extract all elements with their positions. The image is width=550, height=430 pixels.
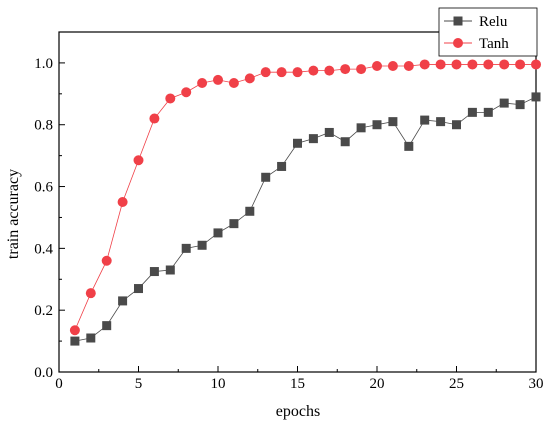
data-point-tanh	[403, 61, 414, 71]
data-point-tanh	[213, 74, 223, 85]
data-point-relu	[531, 92, 541, 102]
data-point-tanh	[228, 78, 239, 88]
legend-label-tanh: Tanh	[479, 36, 509, 52]
series-tanh	[69, 59, 541, 336]
data-point-relu	[197, 240, 207, 250]
axis-ticks: 0 5 10 15 20 25 30 0.0 0.2 0.4 0.6 0.8 1.0	[34, 56, 543, 392]
data-point-relu	[70, 336, 80, 346]
plot-area-border	[58, 31, 537, 373]
y-tick-label: 0.2	[34, 303, 53, 319]
data-point-relu	[181, 243, 191, 253]
data-point-tanh	[387, 61, 398, 71]
data-point-relu	[324, 127, 334, 137]
series-group	[69, 59, 541, 346]
legend-label-relu: Relu	[479, 14, 508, 30]
legend: Relu Tanh	[438, 7, 538, 57]
series-relu	[70, 92, 541, 346]
x-tick-label: 15	[290, 376, 305, 392]
data-point-relu	[118, 296, 128, 306]
data-point-tanh	[435, 59, 446, 70]
data-point-tanh	[356, 64, 367, 75]
data-point-tanh	[101, 255, 112, 266]
data-point-tanh	[244, 73, 255, 84]
data-point-tanh	[419, 59, 430, 70]
data-point-relu	[388, 117, 398, 127]
data-point-relu	[229, 219, 239, 229]
data-point-relu	[340, 137, 350, 147]
series-line-tanh	[74, 64, 536, 331]
data-point-tanh	[515, 59, 526, 70]
data-point-tanh	[69, 325, 80, 336]
y-tick-label: 0.0	[34, 365, 53, 381]
data-point-tanh	[117, 197, 128, 207]
y-axis-label: train accuracy	[5, 169, 22, 259]
data-point-relu	[134, 284, 143, 294]
x-axis-label: epochs	[276, 403, 320, 420]
data-point-relu	[356, 123, 366, 133]
data-point-tanh	[483, 59, 494, 70]
data-point-relu	[261, 172, 271, 182]
series-line-relu	[74, 96, 537, 342]
data-point-tanh	[133, 155, 144, 166]
x-tick-label: 5	[135, 376, 143, 392]
plot-frame	[58, 31, 537, 373]
data-point-tanh	[292, 67, 303, 78]
x-tick-label: 25	[449, 376, 464, 392]
y-tick-label: 1.0	[34, 56, 53, 72]
data-point-tanh	[85, 288, 96, 299]
data-point-relu	[483, 107, 493, 117]
data-point-relu	[86, 333, 96, 343]
data-point-tanh	[165, 93, 176, 104]
data-point-relu	[165, 265, 175, 275]
legend-marker-relu	[453, 16, 463, 26]
legend-marker-tanh	[453, 38, 463, 48]
data-point-relu	[213, 228, 223, 238]
data-point-tanh	[260, 67, 271, 78]
data-point-tanh	[467, 59, 478, 70]
data-point-relu	[149, 267, 159, 277]
data-point-relu	[308, 134, 318, 144]
data-point-tanh	[276, 67, 287, 78]
legend-box	[438, 7, 538, 57]
data-point-relu	[102, 321, 112, 331]
x-tick-label: 30	[529, 376, 544, 392]
data-point-tanh	[499, 59, 510, 70]
data-point-relu	[420, 115, 430, 125]
data-point-relu	[467, 107, 477, 117]
data-point-relu	[452, 120, 461, 130]
data-point-tanh	[531, 59, 541, 70]
data-point-tanh	[324, 65, 335, 76]
x-tick-label: 20	[370, 376, 385, 392]
data-point-tanh	[340, 64, 351, 75]
data-point-tanh	[451, 59, 462, 70]
data-point-tanh	[308, 65, 319, 76]
data-point-relu	[245, 206, 255, 216]
data-point-relu	[277, 161, 287, 171]
x-tick-label: 10	[211, 376, 226, 392]
y-tick-label: 0.8	[34, 118, 53, 134]
data-point-tanh	[149, 113, 160, 124]
data-point-relu	[436, 117, 446, 127]
y-tick-label: 0.4	[34, 241, 53, 257]
data-point-relu	[372, 120, 382, 130]
x-tick-label: 0	[55, 376, 63, 392]
data-point-relu	[293, 138, 302, 148]
data-point-tanh	[372, 61, 382, 71]
data-point-relu	[499, 98, 509, 108]
data-point-relu	[515, 100, 525, 110]
data-point-relu	[404, 141, 414, 151]
data-point-tanh	[181, 87, 192, 98]
y-tick-label: 0.6	[34, 180, 53, 196]
data-point-tanh	[197, 78, 208, 88]
